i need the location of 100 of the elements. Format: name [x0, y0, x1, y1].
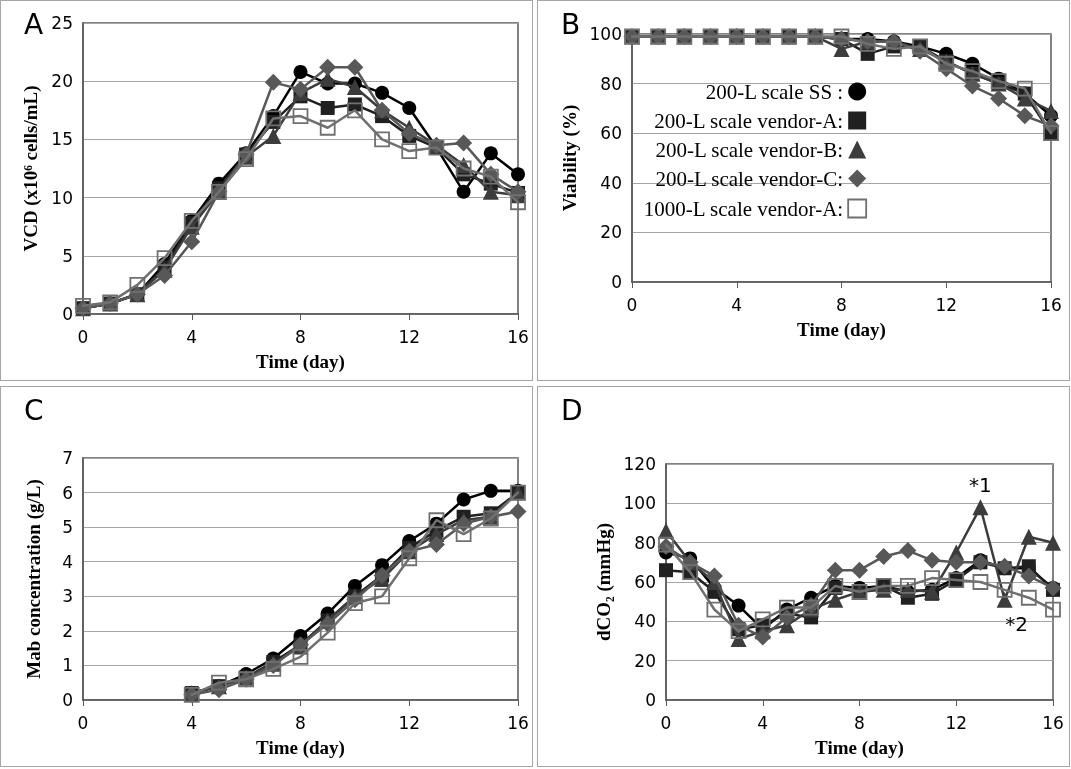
point: [401, 143, 418, 159]
point: [265, 660, 282, 677]
y-tick-label: 20: [600, 222, 622, 243]
y-tick-label: 4: [62, 551, 73, 572]
y-tick-label: 7: [62, 448, 73, 468]
point: [319, 624, 336, 641]
y-tick-label: 80: [634, 532, 656, 553]
point: [293, 64, 308, 79]
x-tick-label: 16: [1042, 712, 1064, 733]
legend-label: 200-L scale vendor-B:: [655, 137, 844, 162]
y-tick-label: 6: [62, 482, 73, 503]
point: [264, 73, 282, 91]
point: [1016, 90, 1033, 107]
x-tick-label: 4: [731, 294, 743, 315]
point: [659, 563, 673, 578]
y-tick-label: 40: [600, 172, 622, 193]
y-tick-label: 15: [51, 129, 73, 150]
y-tick-label: 5: [62, 517, 73, 538]
point: [899, 542, 917, 560]
point: [456, 492, 471, 507]
legend-label: 200-L scale SS :: [705, 79, 844, 104]
point: [972, 499, 989, 516]
x-axis-title: Time (day): [256, 351, 345, 373]
y-tick-label: 25: [51, 13, 73, 33]
point: [211, 674, 227, 691]
point: [1020, 589, 1037, 606]
point: [427, 535, 445, 553]
y-tick-label: 60: [634, 572, 656, 592]
x-axis-title: Time (day): [815, 737, 904, 759]
point: [455, 134, 473, 152]
point: [265, 127, 282, 144]
point: [374, 131, 390, 148]
point: [754, 628, 772, 646]
legend-label: 1000-L scale vendor-A:: [643, 196, 844, 221]
point: [292, 80, 309, 98]
y-tick-label: 100: [589, 24, 622, 44]
chart-title: D: [561, 393, 583, 427]
x-axis-title: Time (day): [256, 737, 345, 759]
y-tick-label: 10: [51, 187, 73, 208]
point: [826, 561, 844, 579]
x-tick-label: 16: [507, 712, 529, 733]
x-tick-label: 16: [1040, 294, 1062, 315]
legend-label: 200-L scale vendor-C:: [655, 166, 844, 191]
point: [778, 608, 796, 626]
annotation: *2: [1005, 611, 1028, 636]
x-tick-label: 16: [507, 326, 529, 347]
point: [482, 183, 499, 200]
point: [706, 601, 723, 618]
point: [509, 503, 527, 521]
x-tick-label: 12: [398, 326, 421, 347]
x-tick-label: 4: [186, 326, 198, 347]
point: [731, 598, 746, 613]
x-axis-title: Time (day): [797, 319, 886, 341]
chart-title: C: [24, 393, 44, 427]
chart-title: A: [24, 7, 44, 41]
y-tick-label: 2: [62, 620, 73, 641]
x-tick-label: 12: [935, 294, 958, 315]
point: [1016, 80, 1033, 97]
x-tick-label: 0: [660, 712, 672, 733]
point: [346, 79, 363, 96]
point: [996, 581, 1013, 598]
y-tick-label: 40: [634, 611, 656, 632]
point: [375, 85, 390, 100]
x-tick-label: 4: [186, 712, 198, 733]
x-tick-label: 4: [757, 712, 769, 733]
point: [183, 233, 201, 251]
y-tick-label: 1: [62, 655, 73, 676]
point: [455, 526, 472, 542]
y-axis-title: VCD (x10⁶ cells/mL): [20, 85, 43, 252]
point: [1020, 567, 1038, 585]
point: [923, 551, 941, 569]
point: [346, 595, 363, 612]
y-tick-label: 20: [51, 71, 73, 92]
x-tick-label: 8: [295, 712, 306, 733]
point: [428, 512, 445, 529]
point: [292, 648, 309, 665]
y-axis-title: Viability (%): [558, 104, 581, 212]
point: [851, 561, 868, 579]
point: [402, 100, 417, 115]
point: [705, 567, 723, 585]
point: [875, 547, 893, 565]
point: [346, 58, 364, 76]
x-tick-label: 8: [295, 326, 306, 347]
x-tick-label: 8: [854, 712, 865, 733]
point: [1043, 102, 1059, 119]
y-tick-label: 120: [623, 454, 656, 474]
x-tick-label: 8: [836, 294, 847, 315]
point: [947, 553, 965, 571]
point: [996, 557, 1014, 575]
y-tick-label: 80: [600, 73, 622, 94]
chart-title: B: [561, 7, 581, 41]
point: [1020, 528, 1037, 545]
point: [320, 100, 335, 115]
point: [346, 102, 363, 119]
point: [1045, 534, 1061, 551]
y-axis-title: Mab concentration (g/L): [23, 479, 45, 679]
point: [754, 611, 771, 628]
x-tick-label: 0: [77, 326, 89, 347]
y-tick-label: 3: [62, 586, 73, 607]
y-tick-label: 0: [645, 690, 656, 710]
